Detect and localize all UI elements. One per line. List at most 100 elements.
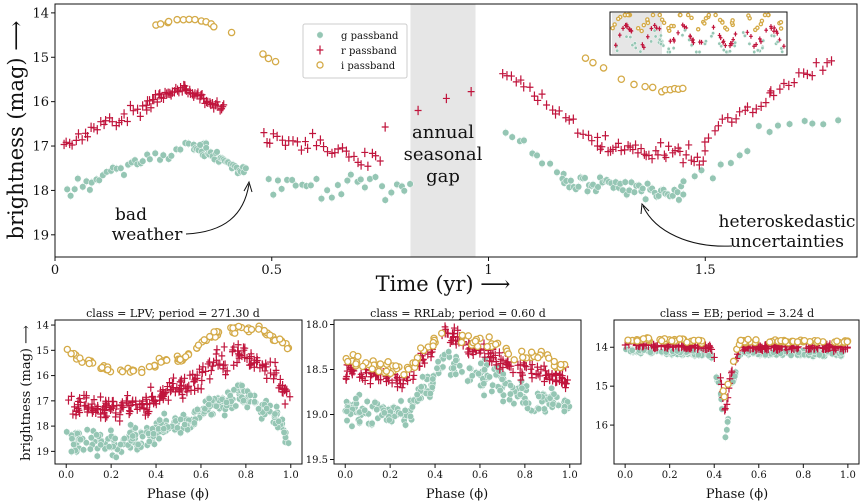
main-g-point [520,136,528,144]
lpv-r-point [126,407,134,417]
annotation-bad-weather-line-2: weather [112,225,184,245]
rrlab-i-point [485,333,493,341]
main-r-point [260,127,268,138]
rrlab-y-tick-label: 18.5 [306,365,328,376]
main-r-point [136,111,144,122]
main-y-ticks: 14 15 16 17 18 19 [32,6,55,243]
eb-r-point [711,352,718,362]
annotation-heteroskedastic-line-2: uncertainties [730,232,844,252]
eb-x-tick-label: 0.4 [706,470,722,481]
main-r-point [609,144,617,155]
main-r-point [785,80,793,91]
main-r-point [175,86,183,97]
main-r-point [273,131,281,142]
lpv-r-point [109,396,117,406]
inset-i-point [645,20,651,26]
lpv-g-point [105,443,113,451]
lpv-g-point [160,425,168,433]
inset-r-point [721,38,726,44]
heteroskedastic-arrowhead [640,202,650,215]
main-r-point [744,102,751,112]
main-r-point [565,115,573,125]
main-r-point [269,129,277,139]
legend-label-g: g passband [341,31,399,42]
main-g-point [361,183,369,191]
main-r-point [695,160,703,170]
legend-markers [316,31,324,69]
rrlab-g-point [535,392,543,400]
lpv-g-point [83,426,91,434]
inset-i-point [747,16,752,21]
lpv-r-point [65,395,72,405]
main-r-point [776,84,784,94]
rrlab-r-point [522,362,530,372]
rrlab-g-point [506,396,514,404]
main-r-point [803,69,811,80]
rrlab-r-point [528,360,536,370]
lpv-g-point [68,435,76,443]
rrlab-g-point [363,398,371,405]
rrlab-g-point [480,380,488,388]
rrlab-g-point [419,373,427,381]
rrlab-r-point [342,374,350,384]
main-r-point [594,132,601,143]
lpv-r-point [72,410,80,420]
inset-g-point [653,34,658,39]
lpv-g-point [82,439,90,447]
main-y-tick-label: 18 [32,184,49,199]
rrlab-g-point [352,395,360,403]
rrlab-g-point [385,416,393,424]
eb-x-ticks: 0.0 0.2 0.4 0.6 0.8 1.0 [617,464,856,481]
main-i-point [209,22,218,31]
inset-r-point [752,43,756,49]
inset-g-point [694,50,699,54]
main-r-point [334,144,342,154]
lpv-r-point [126,406,133,416]
main-r-point [585,130,592,141]
lpv-r-point [145,406,153,417]
lpv-g-point [127,421,135,429]
main-r-point [134,104,142,114]
eb-y-tick-label: 15 [595,382,608,393]
inset-r-point [688,34,693,40]
inset-g-point [721,48,726,52]
main-g-point [328,194,336,202]
lpv-r-point [240,343,247,353]
lpv-r-point [177,383,185,394]
main-r-point [790,77,798,88]
inset-g-point [632,41,637,46]
lpv-g-point [212,402,220,410]
main-g-point [774,122,782,130]
inset-g-point [728,49,732,54]
inset-g-point [709,34,714,39]
rrlab-g-point [466,364,473,372]
rrlab-r-point [545,369,553,379]
main-r-point [552,109,559,119]
lpv-r-point [263,373,271,383]
lpv-r-point [253,355,261,366]
main-x-ticks: 0 0.5 1 1.5 [51,257,716,278]
lpv-r-point [69,409,77,419]
main-g-point [79,183,87,191]
lpv-r-point [229,347,236,357]
main-r-point [342,146,350,156]
rrlab-r-point [427,352,435,362]
inset-i-point [703,16,709,21]
main-g-point [538,159,546,167]
inset-i-point [689,15,694,21]
rrlab-g-point [480,391,488,399]
main-g-point [347,171,355,179]
lpv-r-point [80,401,88,411]
lpv-r-point [261,366,269,376]
rrlab-g-point [408,403,416,411]
main-r-point [320,141,328,152]
lpv-r-point [286,392,294,402]
main-i-point [648,83,657,92]
lpv-i-point [234,322,243,331]
main-r-point [414,105,422,116]
lpv-r-point [147,382,155,392]
lpv-phase-plot: class = LPV; period = 271.30 d 0.0 0.2 0.4… [19,307,303,502]
eb-i-point [676,335,684,343]
main-r-point [819,65,827,75]
inset-r-point [723,43,728,48]
